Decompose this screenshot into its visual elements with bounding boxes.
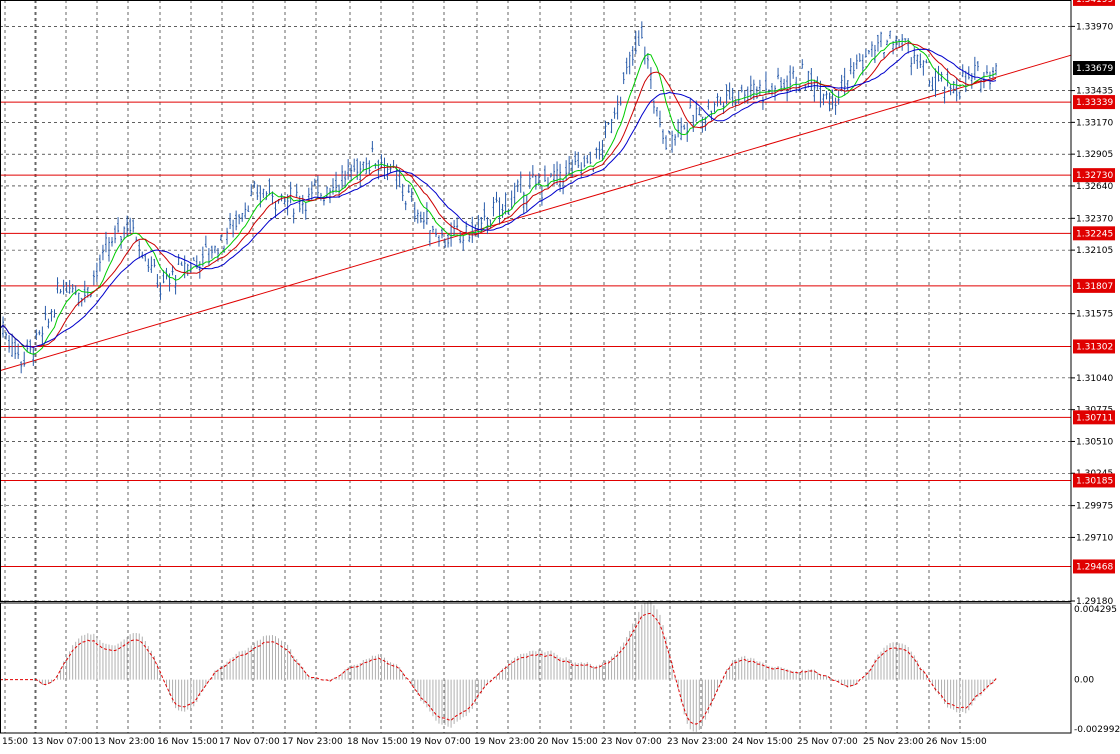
y-tick-label: 1.33970 — [1076, 22, 1113, 32]
y-tick-label: 1.29975 — [1076, 502, 1113, 512]
x-tick-label: 17 Nov 07:00 — [219, 737, 280, 747]
level-label: 1.29468 — [1076, 562, 1113, 572]
ma-slow-line — [0, 48, 997, 348]
x-tick-label: 24 Nov 15:00 — [732, 737, 793, 747]
x-tick-label: 16 Nov 15:00 — [157, 737, 218, 747]
y-tick-label: 1.32640 — [1076, 182, 1113, 192]
level-label: 1.30711 — [1076, 413, 1113, 423]
current-price-tag: 1.33679 — [1073, 61, 1115, 75]
y-axis-ticks: 1.33970 1.33435 1.33170 1.32905 1.32640 1.323… — [1071, 22, 1120, 735]
y-tick-label: 1.31575 — [1076, 310, 1113, 320]
x-tick-label: 25 Nov 07:00 — [797, 737, 858, 747]
y-tick-label: 1.32905 — [1076, 150, 1113, 160]
y-tick-label: 1.33435 — [1076, 87, 1113, 97]
level-label: 1.31302 — [1076, 342, 1113, 352]
y-tick-label: 1.32105 — [1076, 246, 1113, 256]
oscillator-panel — [0, 601, 997, 732]
y-tick-label: 1.32370 — [1076, 214, 1113, 224]
x-tick-label: 19 Nov 23:00 — [474, 737, 535, 747]
main-panel-frame — [0, 0, 1072, 602]
level-label-box — [1073, 410, 1115, 425]
x-tick-label: 20 Nov 15:00 — [537, 737, 598, 747]
level-label-box — [1073, 226, 1115, 241]
level-label-box — [1073, 95, 1115, 110]
x-tick-label: 13 Nov 23:00 — [94, 737, 155, 747]
oscillator-panel-frame — [0, 602, 1072, 734]
oscillator-y-tick-label: 0.004295 — [1074, 605, 1117, 615]
chart-grid — [0, 0, 1071, 733]
level-label-box — [1073, 0, 1115, 6]
ma-fast-line — [0, 40, 997, 355]
x-tick-label: 26 Nov 15:00 — [926, 737, 987, 747]
x-tick-label: 23 Nov 23:00 — [667, 737, 728, 747]
x-tick-label: 19 Nov 07:00 — [410, 737, 471, 747]
x-tick-label: 15:00 — [2, 737, 28, 747]
level-label: 1.30185 — [1076, 476, 1113, 486]
level-label: 1.32730 — [1076, 171, 1113, 181]
level-label: 1.34199 — [1076, 0, 1113, 5]
trendline — [0, 54, 1072, 372]
y-tick-label: 1.30510 — [1076, 437, 1113, 447]
oscillator-y-tick-label: 0.00 — [1074, 676, 1094, 686]
y-tick-label: 1.33170 — [1076, 118, 1113, 128]
x-tick-label: 25 Nov 23:00 — [863, 737, 924, 747]
y-tick-label: 1.29180 — [1076, 597, 1113, 607]
x-tick-label: 13 Nov 07:00 — [32, 737, 93, 747]
x-axis-ticks: 15:00 13 Nov 07:00 13 Nov 23:00 16 Nov 15:0… — [2, 737, 987, 747]
y-tick-label: 1.31040 — [1076, 374, 1113, 384]
level-label: 1.32245 — [1076, 229, 1113, 239]
current-price-box — [1073, 61, 1115, 75]
level-labels: 1.34199 1.33339 1.32730 1.32245 1.31807 1.313… — [1073, 0, 1115, 574]
x-tick-label: 23 Nov 07:00 — [601, 737, 662, 747]
level-label-box — [1073, 559, 1115, 574]
ma-mid-line — [0, 42, 997, 348]
level-label: 1.33339 — [1076, 98, 1113, 108]
horizontal-levels — [0, 101, 1071, 567]
y-tick-label: 1.29710 — [1076, 533, 1113, 543]
candles — [0, 21, 998, 374]
signal-line — [0, 612, 997, 725]
level-label-box — [1073, 473, 1115, 488]
level-label-box — [1073, 278, 1115, 293]
current-price-label: 1.33679 — [1076, 64, 1113, 74]
moving-averages — [0, 40, 997, 355]
level-label-box — [1073, 168, 1115, 183]
trendline-line — [0, 54, 1072, 372]
x-tick-label: 18 Nov 15:00 — [347, 737, 408, 747]
level-label: 1.31807 — [1076, 282, 1113, 292]
level-label-box — [1073, 339, 1115, 354]
axes — [0, 0, 1072, 734]
x-tick-label: 17 Nov 23:00 — [282, 737, 343, 747]
oscillator-y-tick-label: -0.002992 — [1074, 725, 1120, 735]
